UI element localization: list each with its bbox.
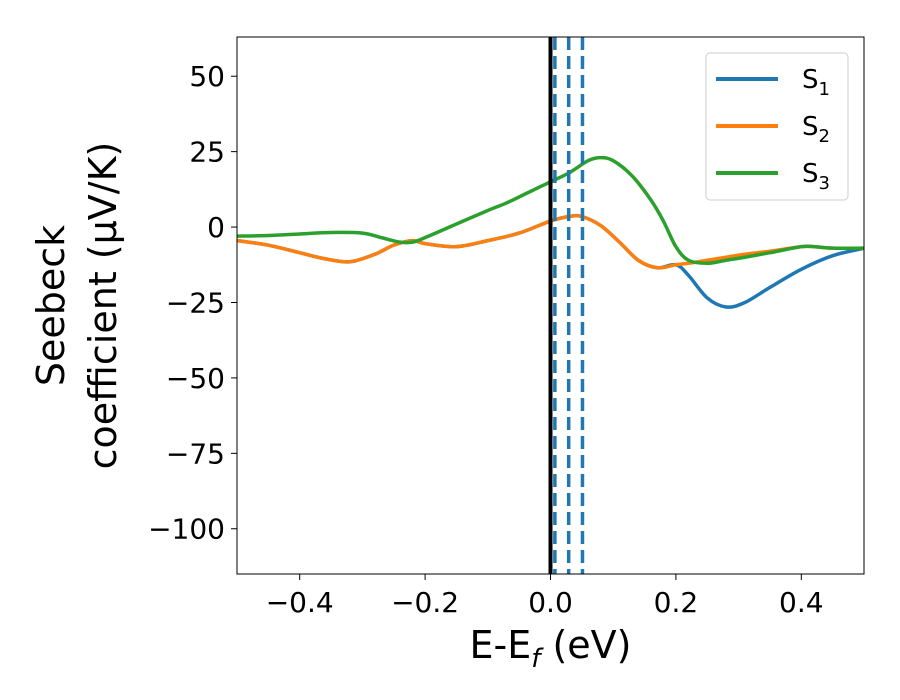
y-axis-title-line2: coefficient (μV/K)	[81, 142, 125, 470]
x-tick-label: 0.4	[779, 586, 824, 619]
axis-ticks: −0.4 −0.2 0.0 0.2 0.4 50 25 0 −25 −50 −75 −100	[148, 60, 823, 619]
x-tick-label: −0.4	[266, 586, 334, 619]
x-tick-label: 0.0	[528, 586, 573, 619]
y-tick-label: −75	[166, 437, 225, 470]
x-tick-label: 0.2	[654, 586, 699, 619]
y-tick-label: −50	[166, 362, 225, 395]
x-axis-title-main: E-E	[470, 623, 532, 667]
y-axis-title-line1: Seebeck	[29, 225, 73, 386]
y-tick-label: 0	[207, 211, 225, 244]
x-axis-title: E-Ef (eV)	[470, 623, 632, 674]
x-axis-title-unit: (eV)	[540, 623, 631, 667]
series-line-s3	[237, 155, 864, 266]
legend-label-s1: S1	[802, 65, 830, 100]
legend: S1 S2 S3	[705, 52, 849, 201]
y-tick-label: 25	[189, 136, 225, 169]
y-tick-label: −100	[148, 513, 225, 546]
x-tick-label: −0.2	[391, 586, 459, 619]
legend-label-s3: S3	[802, 159, 830, 194]
reference-lines	[548, 37, 585, 574]
y-tick-label: 50	[189, 60, 225, 93]
y-tick-label: −25	[166, 286, 225, 319]
legend-label-s2: S2	[802, 112, 830, 147]
